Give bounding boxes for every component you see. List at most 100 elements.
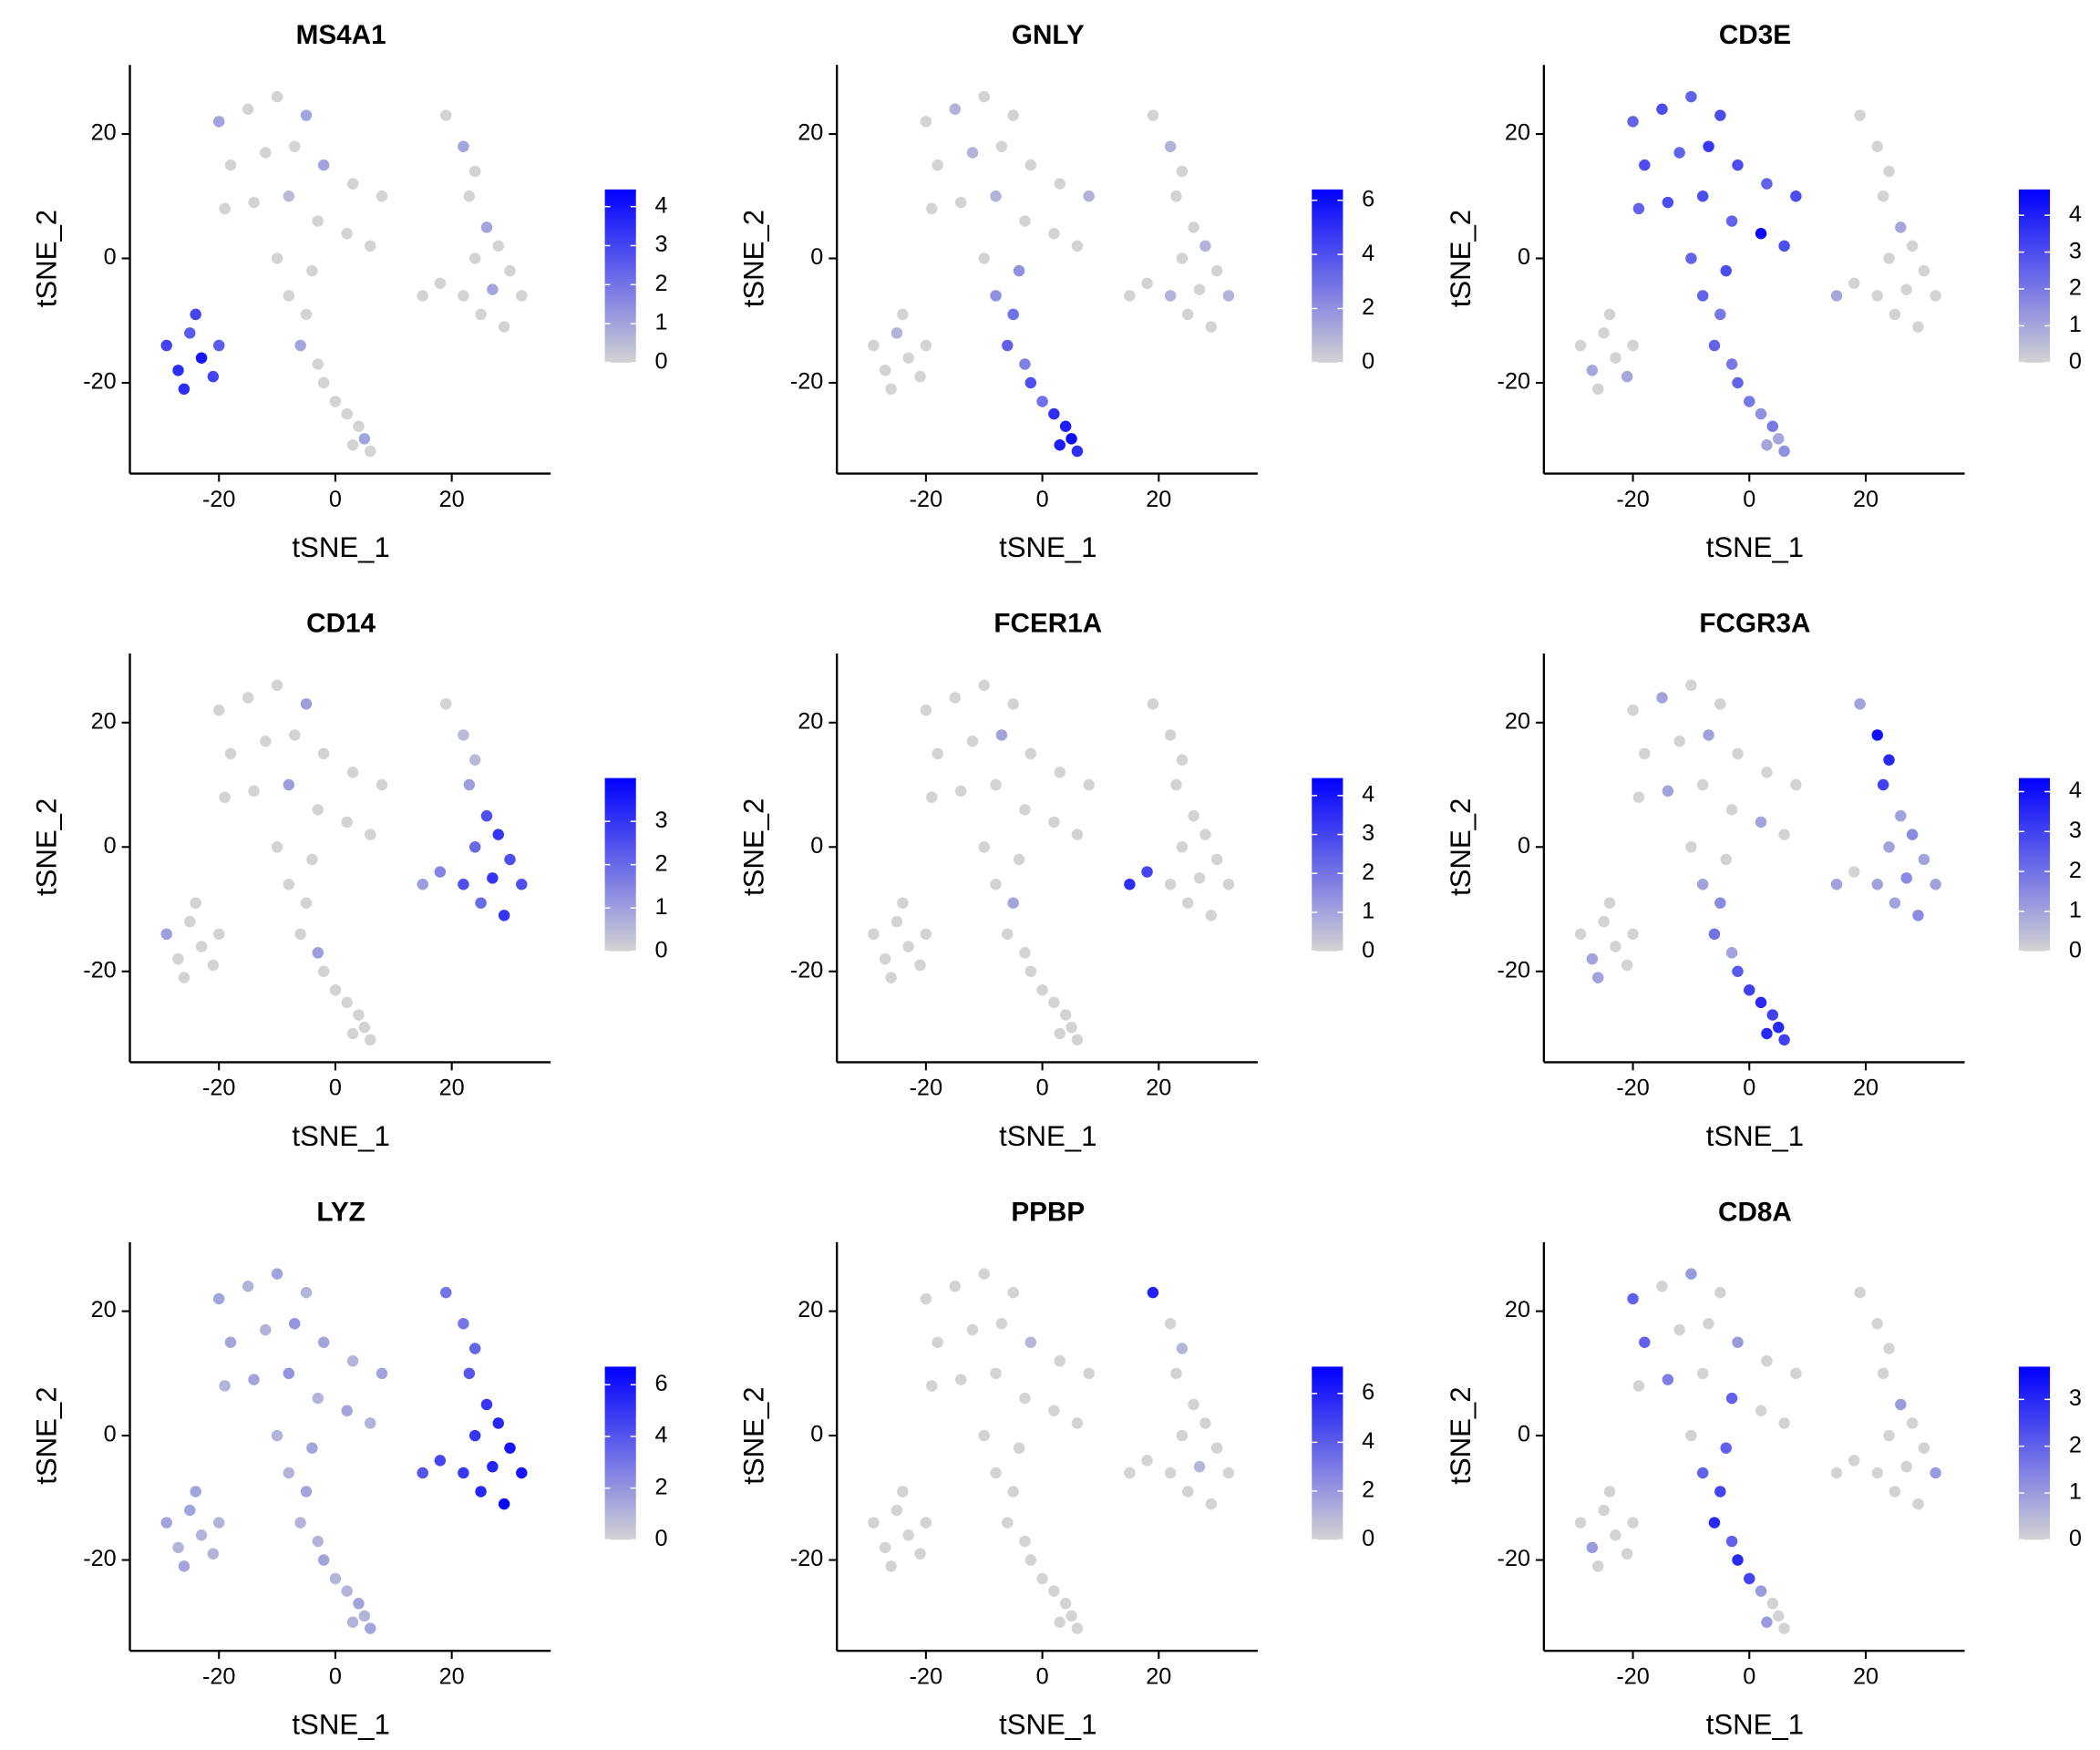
colorbar-label: 4: [655, 1423, 668, 1448]
cell-point: [1036, 396, 1048, 407]
cell-point: [1889, 308, 1901, 321]
y-tick-label: -20: [83, 369, 116, 395]
cell-point: [1059, 1598, 1072, 1610]
cell-point: [879, 365, 891, 376]
cell-point: [1755, 996, 1767, 1009]
cell-point: [990, 1467, 1002, 1479]
cell-point: [283, 290, 295, 302]
cell-point: [516, 878, 528, 890]
cell-point: [178, 972, 190, 983]
cell-point: [978, 679, 990, 692]
cell-point: [885, 972, 897, 983]
y-tick-label: 0: [104, 244, 117, 270]
cell-point: [1778, 1417, 1790, 1429]
cell-point: [1662, 785, 1674, 798]
cell-point: [312, 1535, 324, 1548]
panel: PPBP -20 0 20 -20 0 20 tSNE_1 tSNE_2 0 2 4 6: [737, 1197, 1374, 1740]
cell-point: [1610, 352, 1621, 364]
cell-point: [1603, 897, 1616, 909]
cell-point: [1205, 910, 1218, 921]
cell-point: [1685, 841, 1697, 853]
colorbar-label: 4: [2069, 777, 2082, 803]
cell-point: [890, 1504, 903, 1517]
panel-title: CD8A: [1718, 1197, 1792, 1227]
cell-point: [990, 290, 1002, 302]
cell-point: [1019, 215, 1031, 227]
cell-point: [475, 1486, 487, 1498]
cell-point: [868, 339, 880, 352]
y-tick-label: 20: [91, 120, 117, 146]
y-tick-label: -20: [790, 369, 823, 395]
cell-point: [248, 1374, 260, 1385]
x-tick-label: 20: [1146, 1076, 1171, 1101]
cell-point: [1586, 1541, 1599, 1554]
cell-point: [224, 747, 237, 760]
cell-point: [902, 941, 914, 952]
colorbar-label: 0: [2069, 937, 2082, 962]
cell-point: [178, 1560, 190, 1572]
colorbar-label: 2: [2069, 275, 2082, 301]
x-axis-title: tSNE_1: [1706, 1120, 1804, 1152]
x-axis-title: tSNE_1: [999, 1120, 1096, 1152]
x-tick-label: 0: [329, 487, 342, 512]
cell-point: [172, 952, 184, 965]
x-tick-label: 20: [1853, 1076, 1879, 1101]
cell-point: [358, 433, 371, 445]
cell-point: [468, 841, 481, 853]
cell-point: [1830, 1467, 1843, 1479]
cell-point: [1182, 1486, 1194, 1498]
cell-point: [1574, 928, 1587, 941]
cell-point: [920, 928, 932, 941]
cell-point: [1024, 747, 1037, 760]
cell-point: [1048, 1585, 1060, 1597]
x-tick-label: 0: [1743, 1664, 1755, 1690]
panel: LYZ -20 0 20 -20 0 20 tSNE_1 tSNE_2 0 2 4 6: [31, 1197, 668, 1740]
y-tick-label: 0: [810, 244, 823, 270]
cell-point: [1877, 1367, 1889, 1380]
cell-point: [341, 996, 353, 1009]
cell-point: [417, 878, 428, 890]
cell-point: [271, 841, 283, 853]
cell-point: [317, 376, 330, 389]
cell-point: [902, 352, 914, 364]
cell-point: [212, 116, 225, 128]
cell-point: [920, 704, 932, 716]
cell-point: [1205, 321, 1218, 333]
cell-point: [317, 159, 330, 171]
cell-point: [1732, 376, 1744, 389]
cell-point: [1048, 996, 1060, 1009]
cell-point: [954, 196, 967, 209]
cell-point: [1019, 1535, 1031, 1548]
cell-point: [300, 308, 313, 321]
cell-point: [1592, 383, 1604, 396]
x-tick-label: 20: [1853, 1664, 1879, 1690]
cell-point: [1790, 190, 1802, 202]
cell-point: [480, 809, 493, 822]
cell-point: [260, 1323, 272, 1336]
cell-point: [365, 1622, 376, 1634]
cell-point: [1592, 972, 1604, 983]
cell-point: [219, 202, 231, 215]
cell-point: [1732, 1554, 1744, 1566]
cell-point: [1714, 1286, 1726, 1299]
cell-point: [1170, 190, 1182, 202]
cell-point: [1930, 1467, 1941, 1479]
colorbar: [2018, 1366, 2051, 1540]
x-tick-label: 0: [1036, 1664, 1049, 1690]
cell-point: [926, 1380, 938, 1392]
colorbar-label: 4: [1362, 782, 1374, 808]
cell-point: [353, 420, 365, 432]
cell-point: [1036, 983, 1048, 996]
cell-point: [1761, 1027, 1773, 1040]
cell-point: [1755, 1585, 1767, 1597]
cell-point: [1854, 698, 1866, 710]
cell-point: [212, 339, 225, 352]
cell-point: [365, 1034, 376, 1046]
cell-point: [458, 290, 469, 302]
cell-point: [341, 816, 353, 829]
cell-point: [1725, 358, 1738, 370]
cell-point: [890, 915, 903, 928]
cell-point: [1906, 829, 1919, 840]
cell-point: [1627, 116, 1639, 128]
cell-point: [1714, 897, 1726, 909]
